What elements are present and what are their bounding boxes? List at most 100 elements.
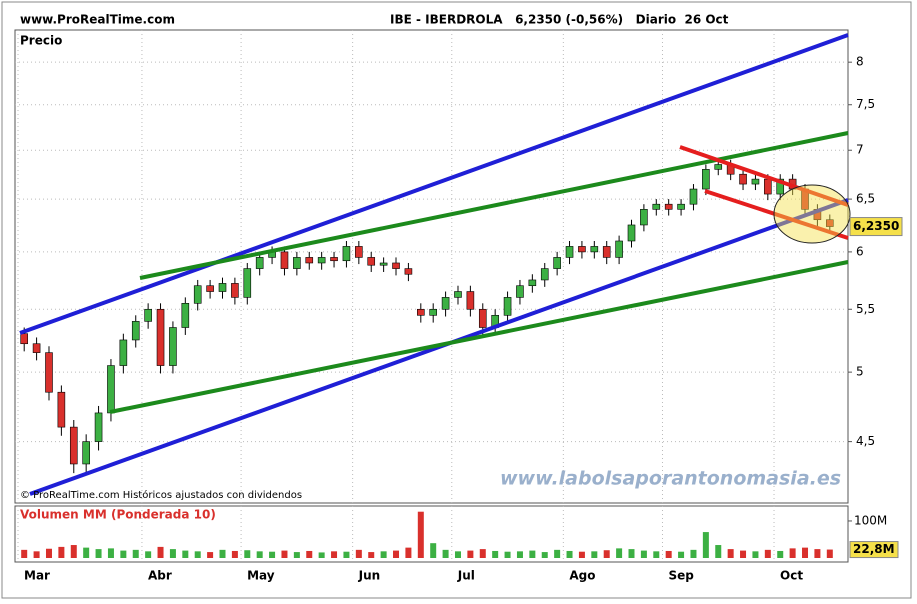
- volume-bar: [244, 550, 251, 558]
- volume-bar: [219, 549, 226, 558]
- x-tick-label: May: [247, 569, 275, 583]
- volume-bar: [231, 550, 238, 558]
- trend-line: [139, 131, 849, 280]
- candle-body: [45, 352, 53, 393]
- volume-bar: [516, 551, 523, 558]
- candle-body: [193, 285, 202, 304]
- volume-bar: [578, 551, 585, 558]
- last-volume-label: 22,8M: [853, 542, 895, 556]
- candle-body: [751, 178, 760, 185]
- candle-body: [119, 339, 128, 366]
- volume-bar: [616, 548, 623, 558]
- y-tick-label: 5: [856, 365, 864, 379]
- volume-bar: [33, 551, 40, 558]
- volume-bar: [430, 543, 437, 558]
- highlight-circle: [773, 184, 851, 244]
- volume-bar: [529, 550, 536, 558]
- volume-bar: [95, 549, 102, 558]
- volume-bar: [678, 551, 685, 558]
- volume-bar: [454, 551, 461, 558]
- copyright: © ProRealTime.com Históricos ajustados c…: [20, 489, 302, 501]
- volume-bar: [665, 550, 672, 558]
- candle-body: [528, 279, 537, 287]
- candle-body: [243, 268, 252, 298]
- panel-label: Volumen MM (Ponderada 10): [20, 508, 216, 522]
- candle-body: [367, 257, 376, 266]
- volume-bar: [814, 549, 821, 558]
- candle-body: [169, 327, 177, 366]
- volume-bar: [120, 550, 127, 558]
- candle-body: [553, 257, 561, 269]
- trend-line: [704, 189, 849, 240]
- candle-body: [516, 285, 524, 298]
- last-volume-box: [849, 541, 899, 559]
- candle-body: [317, 257, 326, 264]
- candle-body: [181, 303, 190, 328]
- x-tick-label: Sep: [668, 569, 694, 583]
- volume-bar: [603, 550, 610, 558]
- candle-body: [503, 297, 512, 316]
- y-tick-label: 100M: [854, 513, 887, 527]
- candle-body: [131, 321, 140, 341]
- candle-body: [156, 308, 165, 366]
- y-tick-label: 7,5: [856, 97, 875, 111]
- volume-bar: [504, 551, 511, 558]
- candle-body: [652, 203, 661, 210]
- candle-body: [826, 219, 834, 227]
- candle-body: [590, 246, 599, 253]
- volume-bar: [690, 549, 697, 558]
- volume-bar: [207, 552, 214, 558]
- volume-bar: [417, 511, 424, 558]
- candle-body: [429, 308, 437, 316]
- x-tick-label: Jul: [457, 569, 475, 583]
- volume-bar: [393, 550, 400, 558]
- candle-body: [94, 412, 103, 442]
- candle-body: [379, 262, 388, 266]
- trend-line: [109, 260, 849, 414]
- volume-bar: [566, 550, 573, 558]
- volume-bar: [21, 549, 28, 558]
- volume-bar: [194, 551, 201, 558]
- y-tick-label: 7: [856, 143, 864, 157]
- candle-body: [417, 308, 425, 316]
- candle-body: [565, 246, 574, 258]
- volume-bar: [789, 548, 796, 558]
- candle-body: [627, 224, 636, 242]
- candle-body: [702, 169, 710, 190]
- candle-body: [57, 391, 66, 428]
- volume-bar: [318, 552, 325, 558]
- candle-body: [280, 251, 289, 269]
- candle-body: [677, 203, 685, 210]
- x-tick-label: Mar: [24, 569, 50, 583]
- candle-body: [478, 308, 487, 328]
- grid: [15, 30, 848, 562]
- y-tick-label: 6,5: [856, 192, 875, 206]
- candle-body: [305, 257, 314, 264]
- trend-line: [679, 145, 849, 207]
- y-tick-label: 4,5: [856, 434, 875, 448]
- volume-bar: [83, 547, 90, 558]
- volume-bar: [802, 547, 809, 558]
- candle-body: [355, 246, 363, 258]
- site: www.ProRealTime.com: [20, 13, 175, 27]
- candle-body: [640, 209, 648, 226]
- volume-bar: [355, 549, 362, 558]
- volume-bar: [479, 549, 486, 558]
- volume-bar: [826, 549, 833, 558]
- candle-body: [206, 285, 214, 292]
- candle-body: [342, 246, 351, 262]
- volume-bar: [306, 550, 313, 558]
- volume-bar: [256, 551, 263, 558]
- candle-body: [82, 441, 90, 465]
- candle-body: [454, 291, 462, 298]
- candle-body: [764, 178, 772, 195]
- volume-bar: [293, 552, 300, 558]
- watermark: www.labolsaporantonomasia.es: [500, 468, 841, 490]
- volume-bar: [169, 549, 176, 558]
- volume-bar: [640, 550, 647, 558]
- y-tick-label: 6: [856, 244, 864, 258]
- marks: [20, 159, 834, 558]
- volume-bar: [380, 551, 387, 558]
- candle-body: [739, 173, 747, 185]
- last-price-box: [849, 217, 903, 237]
